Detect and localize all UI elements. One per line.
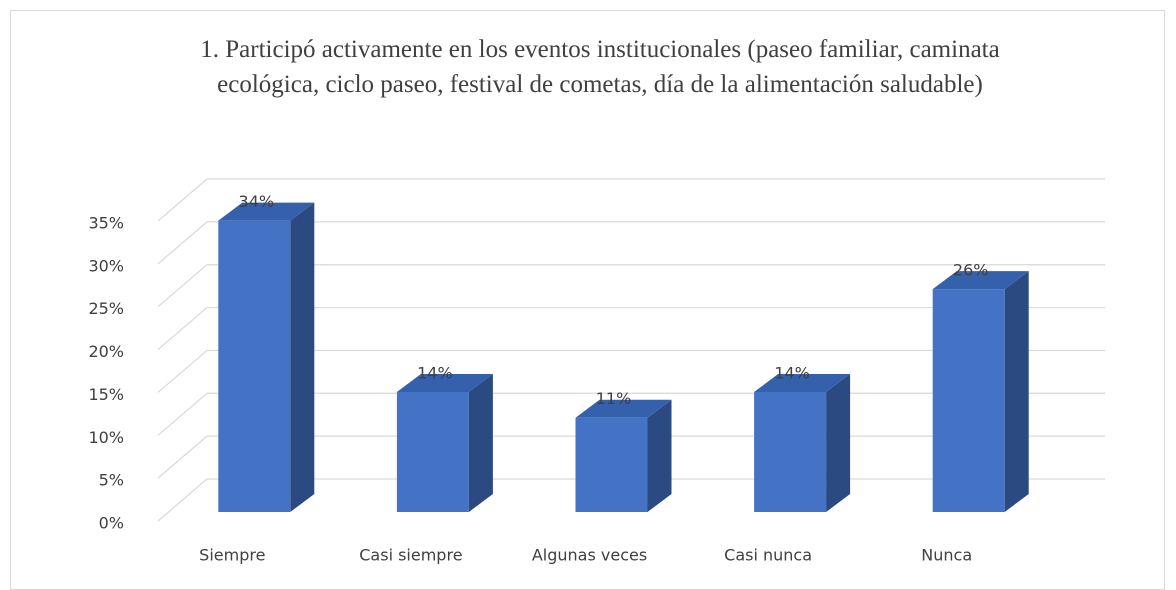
x-tick-label: Casi nunca [724,546,812,565]
grid-line [157,478,208,522]
y-tick-label: 5% [99,471,124,490]
value-label: 34% [239,192,275,211]
value-label: 14% [774,364,810,383]
y-tick-label: 10% [88,428,124,447]
y-tick-label: 0% [99,514,124,533]
grid-line [157,435,208,479]
bar-front [218,220,291,513]
bar-front [932,289,1005,512]
bar-top [754,374,851,392]
y-tick-label: 20% [88,342,124,361]
bar [932,271,1029,512]
bar-front [754,392,827,512]
bar-side [647,399,672,512]
grid-line [157,349,208,393]
bar-side [290,202,315,513]
grid-line [157,392,208,436]
value-label: 14% [417,364,453,383]
bar-front [396,392,469,512]
bar [575,399,672,512]
bar-side [826,374,851,512]
y-tick-label: 15% [88,385,124,404]
value-label: 26% [953,261,989,280]
chart-title: 1. Participó activamente en los eventos … [200,36,1000,98]
x-tick-label: Nunca [921,546,972,565]
bar-top [396,374,493,392]
y-tick-label: 25% [88,299,124,318]
bar-top [575,399,672,418]
y-tick-label: 35% [88,214,124,233]
bar [396,374,493,512]
grid-line [157,264,208,308]
x-tick-label: Casi siempre [359,546,462,565]
x-tick-label: Siempre [199,546,265,565]
value-label: 11% [596,389,632,408]
bar-front [575,417,648,512]
bar [218,202,315,513]
grid-line [157,221,208,265]
bar-top [218,202,315,221]
bar [754,374,851,512]
bar-side [1004,271,1029,512]
grid-line [157,307,208,351]
y-tick-label: 30% [88,256,124,275]
bar-top [932,271,1029,290]
grid-line [157,178,208,222]
x-tick-label: Algunas veces [532,546,647,565]
bar-side [468,374,493,512]
